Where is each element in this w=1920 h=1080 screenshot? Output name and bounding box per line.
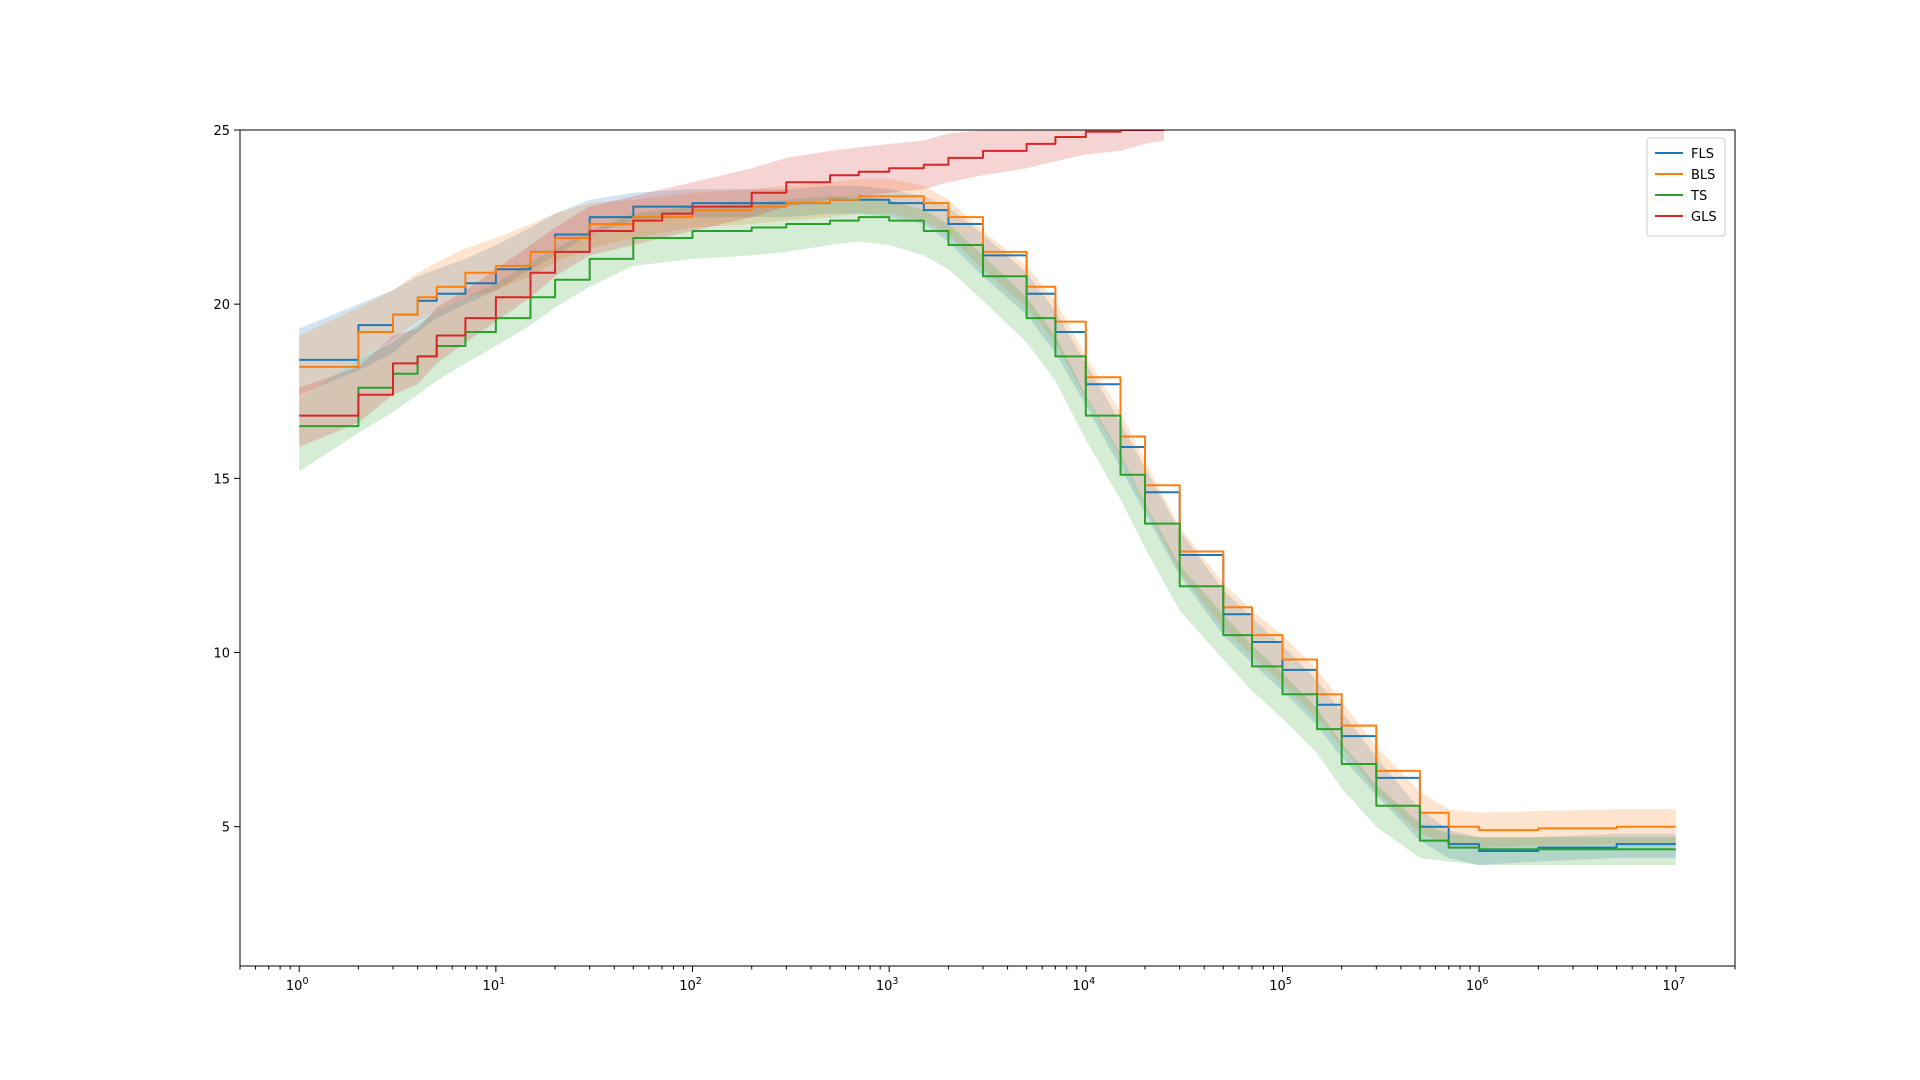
legend-box <box>1646 137 1726 237</box>
x-tick-label: 104 <box>1073 976 1096 994</box>
x-tick-label: 102 <box>679 976 702 994</box>
x-tick-exponent: 5 <box>1286 976 1292 987</box>
confidence-bands <box>299 130 1676 865</box>
series-line-ts <box>299 216 1676 851</box>
y-tick-label: 15 <box>213 472 230 487</box>
x-tick-base: 10 <box>1466 979 1483 994</box>
x-tick-exponent: 4 <box>1089 976 1095 987</box>
x-tick-exponent: 1 <box>499 976 505 987</box>
x-tick-exponent: 7 <box>1679 976 1685 987</box>
legend-label-fls: FLS <box>1691 147 1714 162</box>
y-tick-label: 25 <box>213 124 230 139</box>
x-tick-label: 107 <box>1663 976 1686 994</box>
legend-label-bls: BLS <box>1691 168 1715 183</box>
x-tick-base: 10 <box>483 979 500 994</box>
band-gls <box>299 130 1165 447</box>
x-tick-label: 106 <box>1466 976 1489 994</box>
series-lines <box>299 130 1676 852</box>
legend-label-gls: GLS <box>1691 210 1717 225</box>
x-tick-exponent: 2 <box>696 976 702 987</box>
x-tick-base: 10 <box>1269 979 1286 994</box>
y-tick-label: 20 <box>213 298 230 313</box>
x-tick-exponent: 0 <box>302 976 308 987</box>
series-line-bls <box>299 195 1676 832</box>
x-tick-base: 10 <box>286 979 303 994</box>
legend-label-ts: TS <box>1690 189 1707 204</box>
x-tick-label: 101 <box>483 976 506 994</box>
x-tick-label: 103 <box>876 976 899 994</box>
x-tick-base: 10 <box>876 979 893 994</box>
legend: FLS BLS TS GLS <box>1646 137 1726 237</box>
plot-frame <box>239 129 1736 967</box>
x-tick-base: 10 <box>1073 979 1090 994</box>
y-axis: 5 10 15 20 25 <box>213 124 240 836</box>
x-tick-base: 10 <box>1663 979 1680 994</box>
x-tick-exponent: 3 <box>892 976 898 987</box>
x-tick-label: 100 <box>286 976 309 994</box>
y-tick-label: 5 <box>222 821 230 836</box>
x-tick-label: 105 <box>1269 976 1292 994</box>
series-line-gls <box>299 130 1165 417</box>
y-tick-label: 10 <box>213 647 230 662</box>
x-tick-exponent: 6 <box>1482 976 1488 987</box>
x-axis: 100 101 102 103 104 105 106 107 <box>239 966 1736 994</box>
x-tick-base: 10 <box>679 979 696 994</box>
